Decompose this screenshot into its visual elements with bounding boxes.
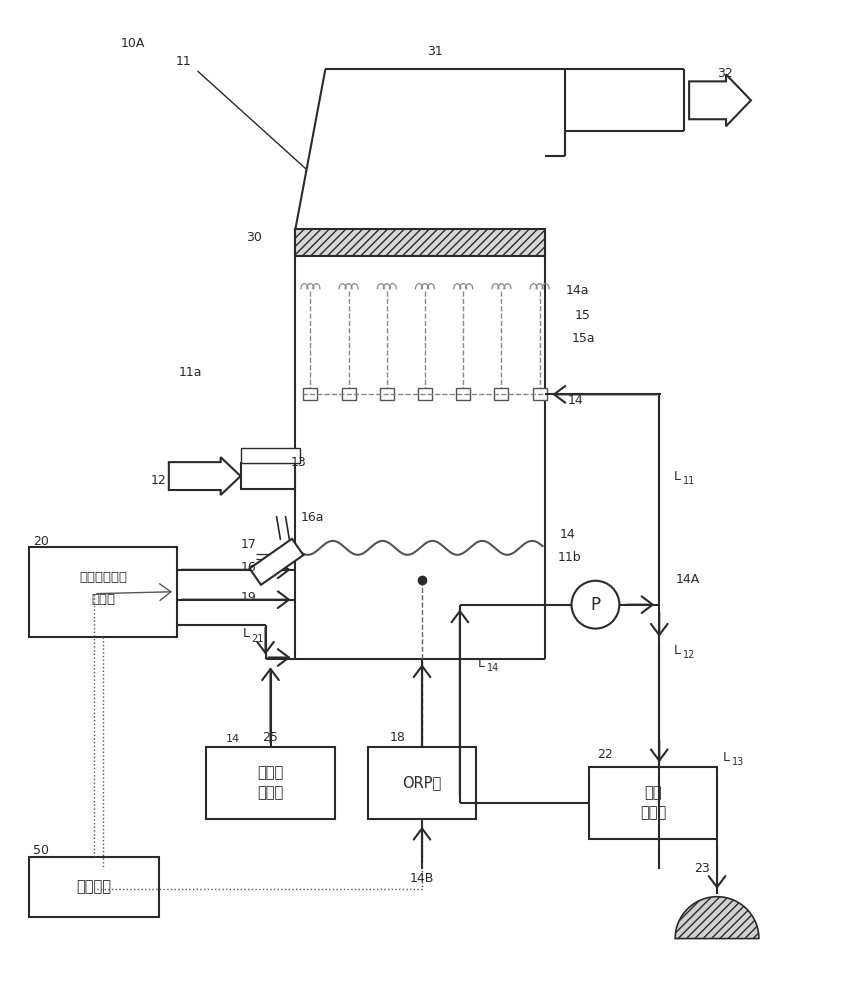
Bar [456,388,470,400]
Text: 吸收液: 吸收液 [258,766,284,781]
Text: 11b: 11b [558,551,581,564]
Text: 18: 18 [390,731,406,744]
Bar [418,388,432,400]
Text: 30: 30 [246,231,262,244]
Text: 控制装置: 控制装置 [76,879,111,894]
Bar [495,388,508,400]
Text: 14A: 14A [675,573,700,586]
Text: 供给部: 供给部 [258,786,284,801]
Text: 13: 13 [732,757,745,767]
Text: 16a: 16a [300,511,324,524]
Text: 31: 31 [427,45,443,58]
Text: 25: 25 [263,731,279,744]
Circle shape [571,581,620,629]
Text: 20: 20 [33,535,49,548]
Bar [241,448,300,463]
Bar [368,747,476,819]
Text: 23: 23 [694,862,710,875]
Text: 14: 14 [225,734,240,744]
Text: 12: 12 [151,474,167,487]
Text: 16: 16 [241,561,257,574]
Text: 13: 13 [291,456,306,469]
Text: 14a: 14a [565,284,589,297]
Text: 11a: 11a [178,366,202,379]
Bar [533,388,547,400]
Text: L: L [674,470,681,483]
Bar [241,463,296,489]
Text: 21: 21 [252,634,264,644]
Bar [303,388,317,400]
FancyArrow shape [689,74,751,126]
Bar [250,539,303,585]
Polygon shape [675,897,759,939]
Text: P: P [591,596,600,614]
Text: 17: 17 [241,538,257,551]
Text: ORP计: ORP计 [402,776,442,791]
Text: 11: 11 [683,476,695,486]
Text: 14: 14 [568,394,583,407]
Text: 固液: 固液 [644,786,662,801]
Text: 12: 12 [683,650,695,660]
Text: 14: 14 [559,528,575,541]
Text: 19: 19 [241,591,257,604]
Text: 还原性添加剂: 还原性添加剂 [79,571,127,584]
Bar [296,229,545,256]
Text: 11: 11 [176,55,191,68]
Text: 14B: 14B [410,872,434,885]
Bar [29,857,159,917]
Bar [342,388,355,400]
Text: 分离机: 分离机 [640,805,666,820]
Bar [380,388,394,400]
Bar [589,767,717,839]
Text: L: L [478,657,484,670]
Text: 22: 22 [598,748,613,761]
Bar [29,547,177,637]
Text: L: L [723,751,730,764]
Text: 50: 50 [33,844,49,857]
Text: L: L [674,644,681,657]
FancyArrow shape [169,457,241,495]
Text: 15a: 15a [571,332,595,345]
Text: L: L [242,627,250,640]
Bar [206,747,335,819]
Text: 10A: 10A [121,37,145,50]
Text: 供给部: 供给部 [91,593,115,606]
Text: 15: 15 [575,309,591,322]
Text: 14: 14 [487,663,499,673]
Text: 32: 32 [717,67,733,80]
